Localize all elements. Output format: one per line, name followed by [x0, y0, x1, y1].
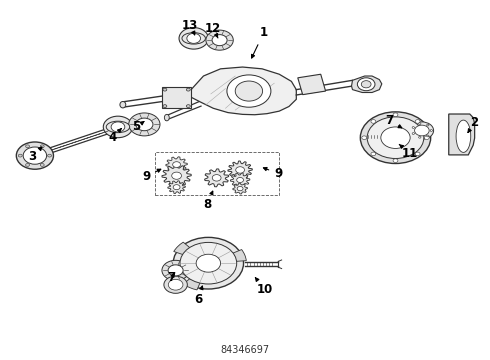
Text: 84346697: 84346697 — [220, 345, 270, 355]
Polygon shape — [230, 173, 250, 187]
Circle shape — [415, 125, 429, 136]
Circle shape — [172, 172, 181, 179]
Text: 1: 1 — [251, 27, 268, 58]
Circle shape — [40, 163, 44, 166]
Circle shape — [212, 175, 221, 181]
Circle shape — [163, 88, 167, 91]
Circle shape — [163, 105, 167, 108]
Circle shape — [371, 152, 376, 156]
Circle shape — [186, 88, 190, 91]
Circle shape — [427, 135, 429, 137]
Polygon shape — [228, 161, 252, 179]
Circle shape — [430, 130, 433, 131]
Text: 7: 7 — [385, 114, 402, 128]
Circle shape — [361, 81, 371, 88]
Circle shape — [415, 152, 420, 156]
Circle shape — [393, 159, 398, 162]
Text: 5: 5 — [132, 121, 144, 134]
Circle shape — [48, 154, 51, 157]
Circle shape — [381, 127, 410, 148]
Circle shape — [25, 163, 29, 166]
Circle shape — [362, 136, 367, 139]
Circle shape — [367, 117, 424, 158]
Circle shape — [18, 154, 22, 157]
Circle shape — [187, 33, 200, 43]
Circle shape — [179, 28, 208, 49]
Circle shape — [206, 30, 233, 50]
Ellipse shape — [182, 33, 205, 44]
Text: 4: 4 — [108, 129, 121, 144]
Circle shape — [237, 186, 243, 191]
Text: 12: 12 — [205, 22, 221, 38]
Ellipse shape — [456, 120, 471, 152]
Polygon shape — [233, 183, 247, 194]
Circle shape — [227, 75, 271, 107]
Circle shape — [357, 78, 375, 91]
Text: 7: 7 — [168, 271, 176, 284]
Polygon shape — [162, 165, 191, 186]
Text: 3: 3 — [28, 147, 42, 163]
Circle shape — [173, 185, 180, 190]
Text: 2: 2 — [468, 116, 479, 132]
Circle shape — [162, 260, 189, 280]
Text: 11: 11 — [399, 144, 418, 159]
Circle shape — [235, 81, 263, 101]
Circle shape — [237, 177, 244, 183]
Circle shape — [427, 124, 429, 126]
Circle shape — [168, 265, 183, 276]
Circle shape — [164, 276, 187, 293]
Text: 8: 8 — [203, 191, 213, 211]
Bar — [155, 152, 279, 195]
Circle shape — [196, 254, 220, 272]
Circle shape — [40, 145, 44, 148]
Circle shape — [412, 127, 415, 129]
Circle shape — [186, 105, 190, 108]
Circle shape — [16, 142, 53, 169]
Circle shape — [180, 242, 237, 284]
Circle shape — [23, 147, 47, 164]
Circle shape — [172, 162, 180, 167]
Text: 6: 6 — [195, 286, 203, 306]
Circle shape — [410, 122, 434, 139]
Circle shape — [393, 113, 398, 117]
Text: 13: 13 — [182, 19, 198, 35]
Polygon shape — [166, 157, 187, 172]
Ellipse shape — [120, 102, 126, 108]
Circle shape — [25, 145, 29, 148]
Circle shape — [412, 133, 415, 134]
Circle shape — [111, 122, 125, 132]
Bar — [162, 87, 191, 108]
Polygon shape — [205, 169, 229, 187]
Circle shape — [424, 136, 429, 139]
Text: 10: 10 — [255, 278, 272, 296]
Circle shape — [212, 35, 227, 46]
Wedge shape — [174, 242, 208, 263]
Ellipse shape — [106, 121, 130, 133]
Circle shape — [236, 167, 245, 173]
Circle shape — [168, 279, 183, 290]
Bar — [298, 74, 325, 95]
Ellipse shape — [164, 114, 169, 121]
Circle shape — [418, 136, 421, 138]
Polygon shape — [351, 76, 382, 93]
Circle shape — [371, 120, 376, 123]
Circle shape — [360, 112, 431, 163]
Text: 9: 9 — [264, 167, 282, 180]
Wedge shape — [183, 263, 208, 290]
Polygon shape — [449, 114, 475, 155]
Circle shape — [415, 120, 420, 123]
Circle shape — [418, 123, 421, 125]
Wedge shape — [208, 249, 246, 263]
Circle shape — [136, 118, 153, 131]
Circle shape — [173, 237, 244, 289]
Polygon shape — [189, 67, 296, 115]
Circle shape — [103, 116, 133, 138]
Polygon shape — [168, 181, 185, 194]
Circle shape — [129, 113, 160, 136]
Text: 9: 9 — [142, 169, 161, 183]
